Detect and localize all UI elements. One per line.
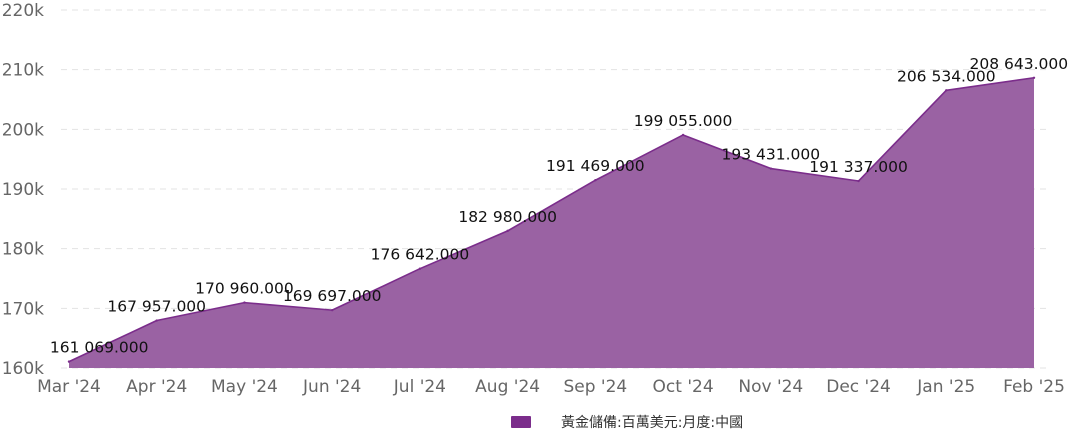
data-point[interactable]	[681, 133, 685, 137]
data-point[interactable]	[594, 179, 597, 182]
data-label: 208 643.000	[970, 55, 1069, 73]
x-tick-label: Jun '24	[302, 377, 361, 397]
y-axis: 160k 170k 180k 190k 200k 210k 220k	[2, 1, 44, 379]
legend[interactable]: 黃金儲備:百萬美元:月度:中國	[511, 415, 743, 431]
data-label: 167 957.000	[107, 298, 206, 316]
data-point[interactable]	[67, 360, 71, 363]
data-point[interactable]	[769, 167, 773, 170]
y-tick-label: 160k	[2, 359, 44, 379]
data-point[interactable]	[155, 319, 158, 322]
x-tick-label: Aug '24	[475, 377, 540, 397]
data-point[interactable]	[243, 301, 246, 304]
x-tick-label: Jul '24	[393, 377, 446, 397]
data-label: 176 642.000	[371, 246, 470, 264]
y-tick-label: 170k	[2, 299, 44, 319]
legend-label[interactable]: 黃金儲備:百萬美元:月度:中國	[561, 415, 743, 431]
x-tick-label: Mar '24	[37, 377, 101, 397]
data-point[interactable]	[330, 308, 334, 312]
data-point[interactable]	[1032, 76, 1036, 79]
data-label: 169 697.000	[283, 287, 382, 305]
series-area	[69, 77, 1034, 368]
series-line	[68, 76, 1035, 363]
series-layer	[67, 76, 1036, 368]
y-tick-label: 220k	[2, 1, 44, 21]
x-tick-label: Nov '24	[738, 377, 803, 397]
x-tick-label: Oct '24	[653, 377, 714, 397]
data-point[interactable]	[418, 267, 422, 270]
data-point[interactable]	[857, 179, 860, 183]
data-label: 206 534.000	[897, 67, 996, 85]
data-label: 191 337.000	[809, 158, 908, 176]
data-label: 182 980.000	[458, 208, 557, 226]
x-tick-label: Apr '24	[126, 377, 187, 397]
x-tick-label: Sep '24	[563, 377, 627, 397]
data-point[interactable]	[506, 229, 509, 233]
x-tick-label: Feb '25	[1003, 377, 1065, 397]
data-point[interactable]	[945, 89, 948, 92]
x-tick-label: Jan '25	[916, 377, 975, 397]
y-tick-label: 210k	[2, 61, 44, 81]
data-label: 199 055.000	[634, 112, 733, 130]
x-tick-label: Dec '24	[826, 377, 891, 397]
data-label: 170 960.000	[195, 280, 294, 298]
data-label: 161 069.000	[50, 339, 149, 357]
y-tick-label: 180k	[2, 240, 44, 260]
x-tick-label: May '24	[211, 377, 278, 397]
data-label: 193 431.000	[722, 146, 821, 164]
y-tick-label: 200k	[2, 120, 44, 140]
y-tick-label: 190k	[2, 180, 44, 200]
data-label: 191 469.000	[546, 157, 645, 175]
x-axis: Mar '24 Apr '24 May '24 Jun '24 Jul '24 Aug '…	[37, 377, 1065, 397]
legend-swatch[interactable]	[511, 416, 531, 428]
